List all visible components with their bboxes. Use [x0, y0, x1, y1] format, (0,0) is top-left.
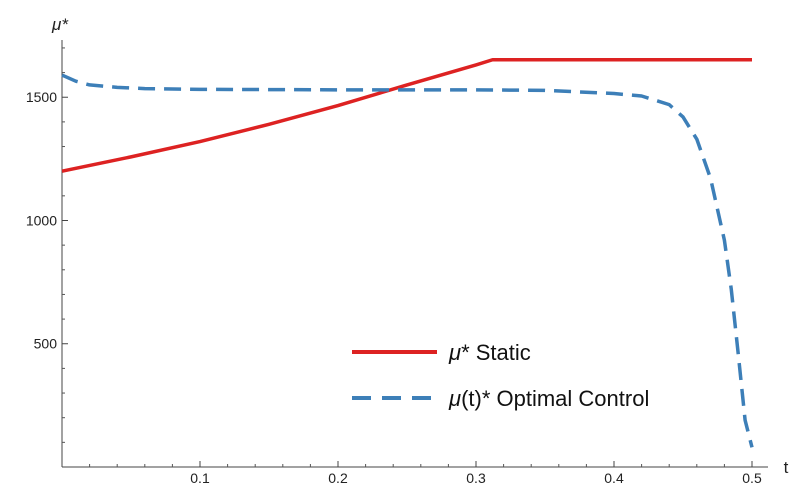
axes: t μ* — [51, 15, 789, 477]
x-tick-label: 0.1 — [190, 470, 210, 486]
x-tick-label: 0.3 — [466, 470, 486, 486]
y-axis-label: μ* — [51, 15, 69, 34]
x-tick-label: 0.4 — [604, 470, 624, 486]
optimal-control-series-line — [61, 73, 754, 448]
legend-label-symbol: μ — [448, 386, 461, 411]
legend-label: μ* Static — [448, 340, 531, 365]
legend-label: μ(t)* Optimal Control — [448, 386, 649, 411]
legend-label-text: (t)* Optimal Control — [461, 386, 649, 411]
x-tick-label: 0.2 — [328, 470, 348, 486]
legend-label-text: * Static — [461, 340, 531, 365]
ticks: 0.1 0.2 0.3 0.4 0.5 500 1000 1500 — [26, 47, 762, 486]
static-series-line — [61, 58, 752, 173]
x-tick-label: 0.5 — [742, 470, 762, 486]
y-tick-label: 1000 — [26, 212, 57, 228]
series-lines — [61, 58, 754, 448]
legend-label-symbol: μ — [448, 340, 461, 365]
y-tick-label: 1500 — [26, 89, 57, 105]
x-axis-label: t — [784, 458, 789, 477]
y-tick-label: 500 — [34, 336, 58, 352]
